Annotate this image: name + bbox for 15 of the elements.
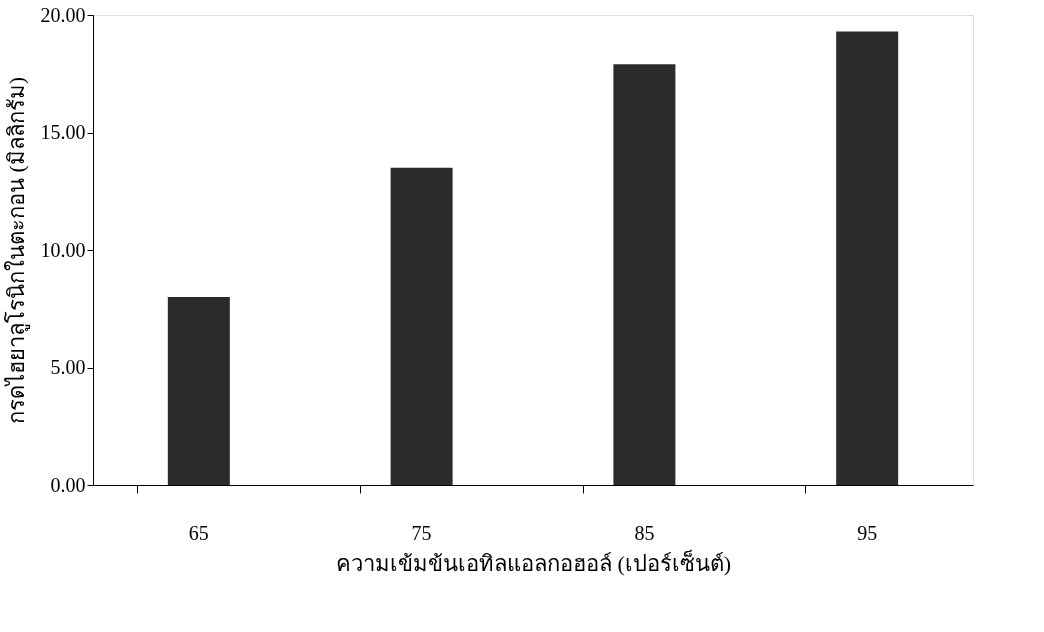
- y-tick-label: 20.00: [40, 3, 86, 26]
- y-axis-title: กรดไฮยาลูโรนิกในตะกอน (มิลลิกรัม): [3, 76, 30, 425]
- y-tick-label: 15.00: [40, 121, 86, 143]
- bar: [167, 297, 230, 485]
- x-tick-label: 85: [634, 521, 655, 544]
- y-tick-label: 0.00: [50, 473, 86, 496]
- bar: [613, 64, 676, 485]
- bar: [836, 31, 899, 485]
- x-tick-label: 75: [411, 521, 432, 544]
- x-tick-label: 65: [188, 521, 209, 544]
- bar: [390, 167, 453, 485]
- x-axis-title: ความเข้มข้นเอทิลแอลกอฮอล์ (เปอร์เซ็นต์): [335, 548, 732, 576]
- y-tick-label: 10.00: [40, 238, 86, 261]
- x-tick-label: 95: [857, 521, 878, 544]
- y-tick-label: 5.00: [50, 356, 86, 378]
